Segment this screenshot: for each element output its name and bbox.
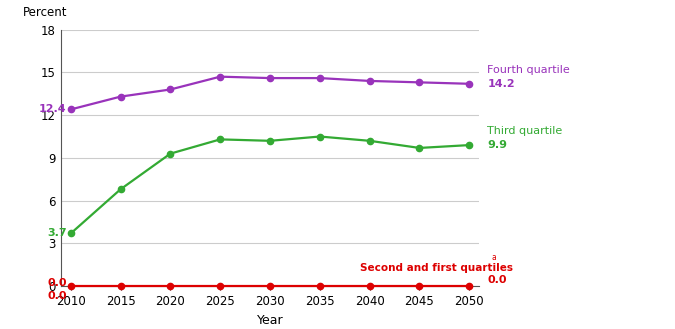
Text: 9.9: 9.9 [487,140,508,150]
Text: 0.0: 0.0 [47,278,67,289]
Text: Fourth quartile: Fourth quartile [487,64,570,75]
Text: a: a [491,253,496,262]
Text: 0.0: 0.0 [47,291,67,300]
Text: Percent: Percent [23,6,68,19]
X-axis label: Year: Year [256,314,284,327]
Text: 3.7: 3.7 [47,228,67,239]
Text: Second and first quartiles: Second and first quartiles [360,263,513,273]
Text: Third quartile: Third quartile [487,126,562,136]
Text: 0.0: 0.0 [487,275,507,285]
Text: 12.4: 12.4 [39,104,67,114]
Text: 14.2: 14.2 [487,79,515,89]
